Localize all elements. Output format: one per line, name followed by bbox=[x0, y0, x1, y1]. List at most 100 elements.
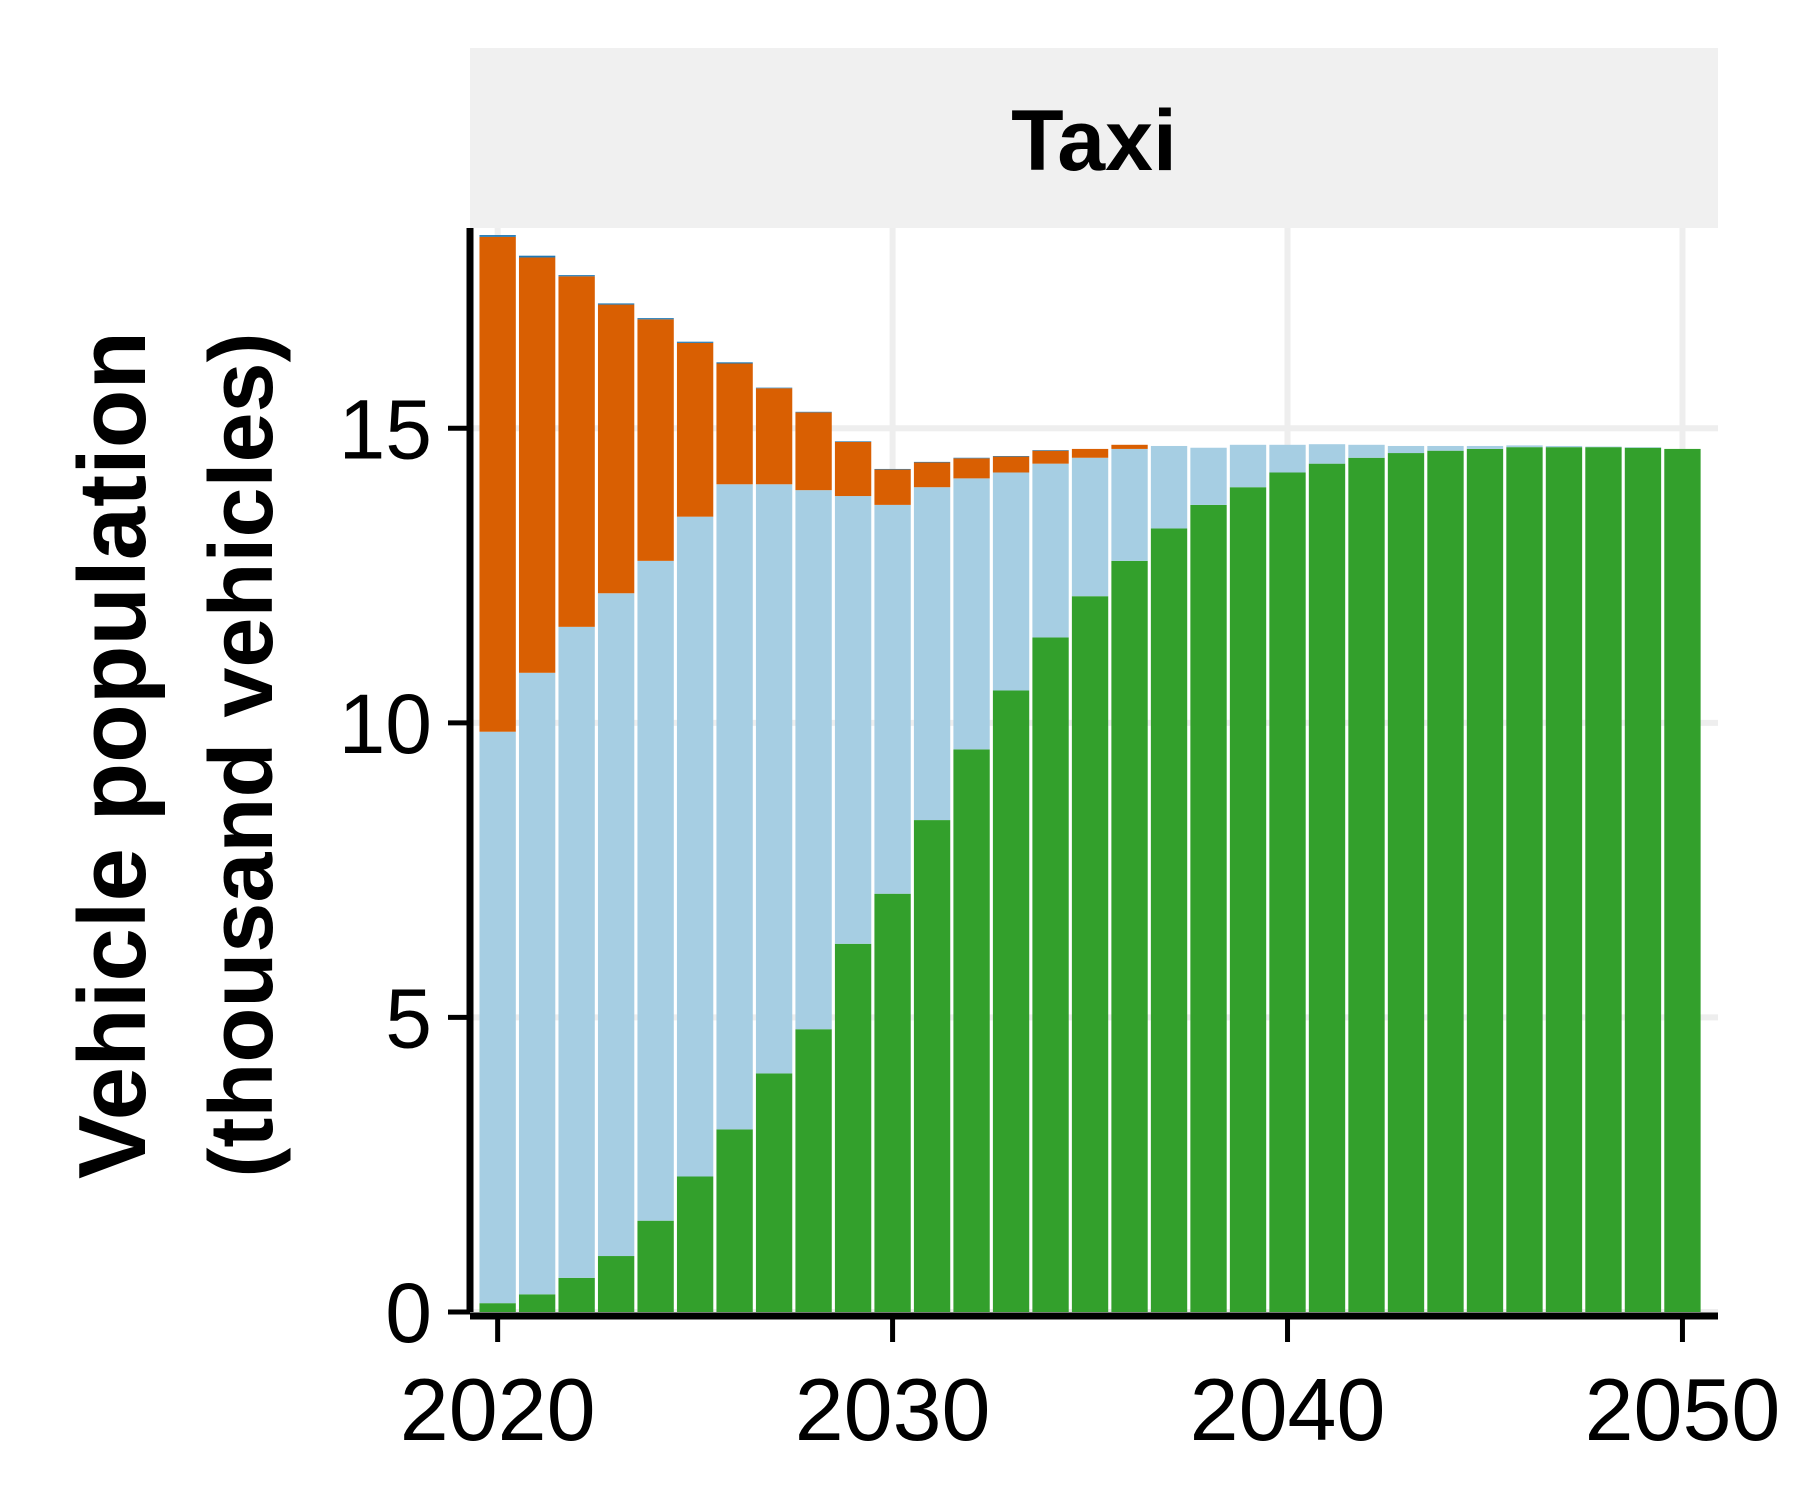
bars bbox=[479, 235, 1701, 1313]
y-axis-label-line-1: Vehicle population bbox=[59, 331, 166, 1179]
bar-2035-s1 bbox=[1071, 457, 1109, 597]
bar-2031-s1 bbox=[913, 487, 951, 821]
y-tick-label-15: 15 bbox=[339, 382, 432, 476]
bar-2033-s2 bbox=[992, 456, 1030, 473]
bar-2023-s0 bbox=[597, 1256, 635, 1312]
bar-2026-s2 bbox=[716, 363, 753, 485]
bar-2022-s1 bbox=[558, 626, 595, 1278]
facet-title: Taxi bbox=[1011, 93, 1177, 189]
bar-2045-s0 bbox=[1466, 448, 1504, 1312]
bar-2031-s0 bbox=[913, 820, 951, 1312]
bar-2035-s2 bbox=[1071, 448, 1109, 458]
bar-2029-s2 bbox=[834, 441, 872, 497]
y-tick-label-10: 10 bbox=[339, 677, 432, 771]
bar-2038-s1 bbox=[1190, 447, 1227, 505]
bar-2027-s3 bbox=[755, 387, 793, 389]
bar-2042-s1 bbox=[1348, 444, 1385, 458]
bar-2027-s1 bbox=[755, 484, 793, 1074]
bar-2039-s0 bbox=[1229, 487, 1267, 1312]
bar-2028-s2 bbox=[795, 412, 832, 491]
bar-2036-s1 bbox=[1111, 448, 1148, 561]
bar-2027-s0 bbox=[755, 1073, 793, 1312]
bar-2028-s0 bbox=[795, 1029, 832, 1312]
bar-2020-s2 bbox=[479, 236, 516, 732]
bar-2024-s3 bbox=[637, 318, 674, 320]
x-tick-label-2020: 2020 bbox=[400, 1360, 596, 1459]
bar-2032-s0 bbox=[953, 749, 990, 1312]
bar-2036-s2 bbox=[1111, 444, 1148, 449]
bar-2036-s0 bbox=[1111, 560, 1148, 1312]
bar-2023-s1 bbox=[597, 593, 635, 1257]
y-ticks: 0 5 10 15 bbox=[339, 382, 470, 1360]
bar-2049-s0 bbox=[1624, 447, 1662, 1312]
bar-2022-s3 bbox=[558, 275, 595, 277]
bar-2049-s1 bbox=[1624, 447, 1662, 448]
bar-2024-s1 bbox=[637, 560, 674, 1221]
bar-2021-s2 bbox=[518, 257, 556, 673]
bar-2032-s2 bbox=[953, 458, 990, 479]
x-ticks: 2020 2030 2040 2050 bbox=[400, 1316, 1781, 1459]
bar-2033-s0 bbox=[992, 690, 1030, 1312]
bar-2027-s2 bbox=[755, 388, 793, 485]
bar-2028-s1 bbox=[795, 490, 832, 1030]
y-axis-label-line-2: (thousand vehicles) bbox=[192, 332, 292, 1177]
bar-2040-s1 bbox=[1269, 444, 1306, 473]
bar-2032-s3 bbox=[953, 457, 990, 459]
bar-2020-s1 bbox=[479, 731, 516, 1304]
bar-2021-s3 bbox=[518, 255, 556, 258]
bar-2034-s3 bbox=[1032, 450, 1069, 451]
bar-2028-s3 bbox=[795, 411, 832, 413]
bar-2040-s0 bbox=[1269, 472, 1306, 1312]
bar-2029-s0 bbox=[834, 943, 872, 1312]
bar-2047-s1 bbox=[1545, 445, 1583, 448]
bar-2022-s2 bbox=[558, 276, 595, 627]
bar-2022-s0 bbox=[558, 1277, 595, 1312]
bar-2050-s0 bbox=[1664, 448, 1701, 1312]
bar-2043-s1 bbox=[1387, 445, 1425, 454]
bar-2026-s3 bbox=[716, 362, 753, 364]
bar-2021-s0 bbox=[518, 1294, 556, 1312]
bar-2025-s0 bbox=[676, 1176, 714, 1312]
x-tick-label-2040: 2040 bbox=[1190, 1360, 1386, 1459]
bar-2044-s1 bbox=[1427, 445, 1464, 451]
bar-2039-s1 bbox=[1229, 444, 1267, 488]
bar-2047-s0 bbox=[1545, 447, 1583, 1313]
bar-2035-s0 bbox=[1071, 596, 1109, 1312]
bar-2031-s3 bbox=[913, 461, 951, 463]
y-tick-label-0: 0 bbox=[385, 1266, 432, 1360]
bar-2034-s0 bbox=[1032, 637, 1069, 1312]
bar-2025-s3 bbox=[676, 341, 714, 343]
bar-2037-s0 bbox=[1150, 528, 1188, 1312]
bar-2032-s1 bbox=[953, 478, 990, 750]
bar-2041-s1 bbox=[1308, 444, 1346, 464]
bar-2044-s0 bbox=[1427, 450, 1464, 1313]
bar-2030-s3 bbox=[874, 468, 911, 470]
bar-2037-s1 bbox=[1150, 445, 1188, 529]
bar-2021-s1 bbox=[518, 672, 556, 1295]
y-tick-label-5: 5 bbox=[385, 971, 432, 1065]
bar-2026-s0 bbox=[716, 1129, 753, 1312]
bar-2048-s1 bbox=[1585, 446, 1622, 448]
bar-2038-s0 bbox=[1190, 504, 1227, 1312]
bar-2025-s1 bbox=[676, 516, 714, 1177]
y-axis-label: Vehicle population (thousand vehicles) bbox=[59, 331, 292, 1179]
bar-2023-s3 bbox=[597, 303, 635, 305]
bar-2020-s3 bbox=[479, 235, 516, 237]
bar-2046-s1 bbox=[1506, 445, 1543, 448]
bar-2043-s0 bbox=[1387, 453, 1425, 1312]
bar-2029-s1 bbox=[834, 496, 872, 944]
bar-2048-s0 bbox=[1585, 447, 1622, 1313]
bar-2029-s3 bbox=[834, 441, 872, 442]
bar-2042-s0 bbox=[1348, 457, 1385, 1312]
bar-2033-s3 bbox=[992, 455, 1030, 457]
bar-2041-s0 bbox=[1308, 463, 1346, 1312]
bar-2034-s2 bbox=[1032, 450, 1069, 464]
bar-2030-s0 bbox=[874, 893, 911, 1312]
bar-2045-s1 bbox=[1466, 445, 1504, 449]
x-tick-label-2050: 2050 bbox=[1585, 1360, 1781, 1459]
bar-2020-s0 bbox=[479, 1303, 516, 1312]
facet-strip bbox=[470, 48, 1718, 228]
bar-2024-s2 bbox=[637, 319, 674, 561]
bar-2024-s0 bbox=[637, 1220, 674, 1312]
